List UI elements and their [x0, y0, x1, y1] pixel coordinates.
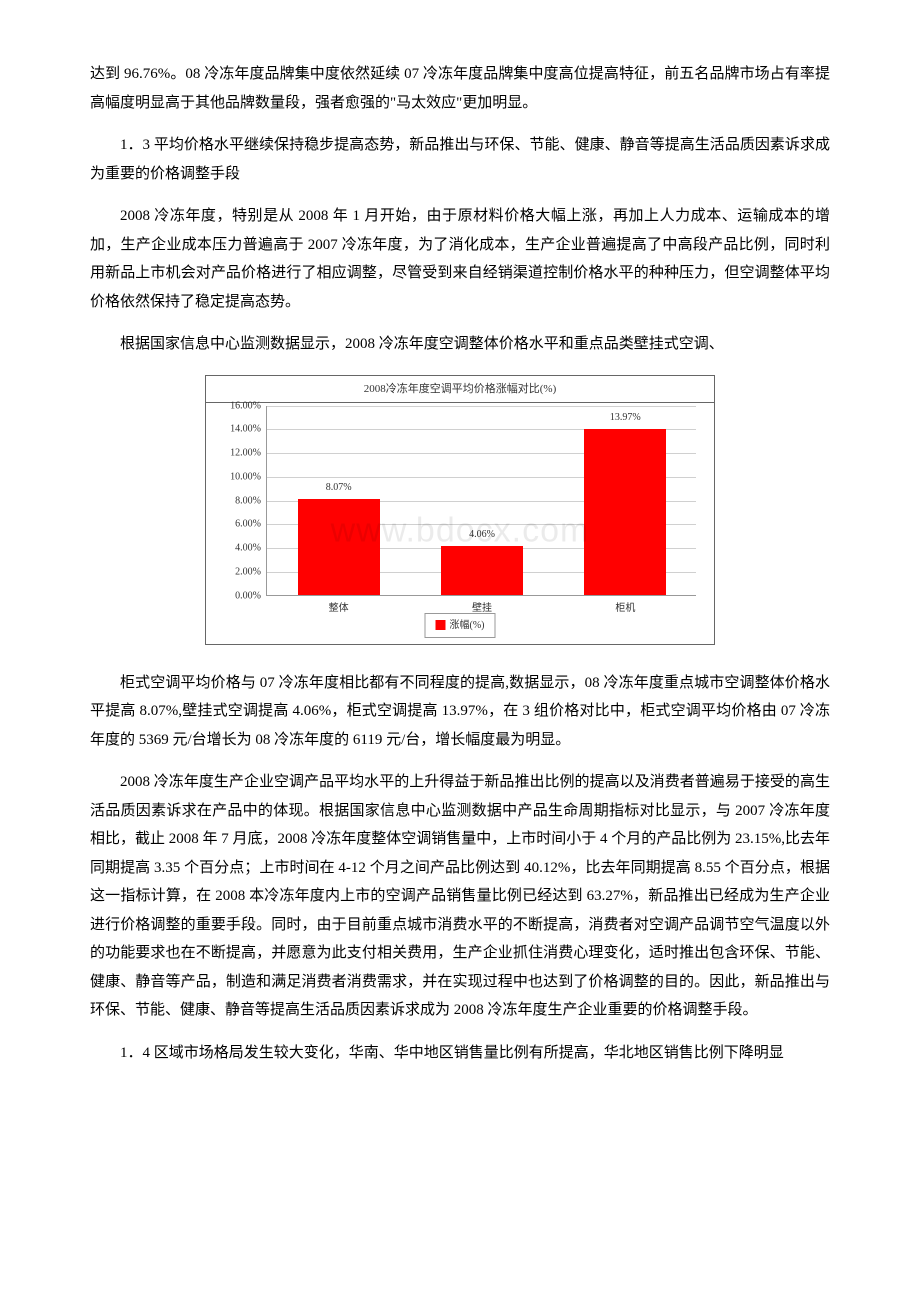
legend-label: 涨幅(%): [450, 616, 485, 635]
paragraph-6: 2008 冷冻年度生产企业空调产品平均水平的上升得益于新品推出比例的提高以及消费…: [90, 768, 830, 1025]
chart-y-tick-label: 0.00%: [235, 586, 261, 605]
chart-container: 2008冷冻年度空调平均价格涨幅对比(%) 0.00%2.00%4.00%6.0…: [90, 375, 830, 645]
chart-bar: 13.97%: [584, 429, 666, 595]
chart-y-tick-label: 2.00%: [235, 562, 261, 581]
chart-y-tick-label: 16.00%: [230, 396, 261, 415]
paragraph-5: 柜式空调平均价格与 07 冷冻年度相比都有不同程度的提高,数据显示，08 冷冻年…: [90, 669, 830, 755]
paragraph-section-1-3: 1．3 平均价格水平继续保持稳步提高态势，新品推出与环保、节能、健康、静音等提高…: [90, 131, 830, 188]
paragraph-3: 2008 冷冻年度，特别是从 2008 年 1 月开始，由于原材料价格大幅上涨，…: [90, 202, 830, 316]
chart-bar-value-label: 4.06%: [469, 525, 495, 544]
paragraph-1: 达到 96.76%。08 冷冻年度品牌集中度依然延续 07 冷冻年度品牌集中度高…: [90, 60, 830, 117]
chart-bar-value-label: 8.07%: [326, 478, 352, 497]
price-increase-chart: 2008冷冻年度空调平均价格涨幅对比(%) 0.00%2.00%4.00%6.0…: [205, 375, 715, 645]
chart-y-tick-label: 4.00%: [235, 539, 261, 558]
chart-y-tick-label: 12.00%: [230, 444, 261, 463]
chart-y-tick-label: 8.00%: [235, 491, 261, 510]
chart-y-tick-label: 6.00%: [235, 515, 261, 534]
chart-y-tick-label: 10.00%: [230, 467, 261, 486]
chart-title: 2008冷冻年度空调平均价格涨幅对比(%): [206, 376, 714, 404]
chart-bar-value-label: 13.97%: [610, 408, 641, 427]
chart-bar: 8.07%: [298, 499, 380, 595]
chart-plot-area: 0.00%2.00%4.00%6.00%8.00%10.00%12.00%14.…: [266, 406, 696, 596]
chart-x-tick-label: 整体: [329, 599, 349, 618]
chart-legend: 涨幅(%): [425, 613, 496, 638]
chart-bar: 4.06%: [441, 546, 523, 594]
chart-x-tick-label: 柜机: [615, 599, 635, 618]
paragraph-4: 根据国家信息中心监测数据显示，2008 冷冻年度空调整体价格水平和重点品类壁挂式…: [90, 330, 830, 359]
paragraph-section-1-4: 1．4 区域市场格局发生较大变化，华南、华中地区销售量比例有所提高，华北地区销售…: [90, 1039, 830, 1068]
chart-y-tick-label: 14.00%: [230, 420, 261, 439]
chart-gridline: [267, 406, 696, 407]
legend-swatch: [436, 620, 446, 630]
